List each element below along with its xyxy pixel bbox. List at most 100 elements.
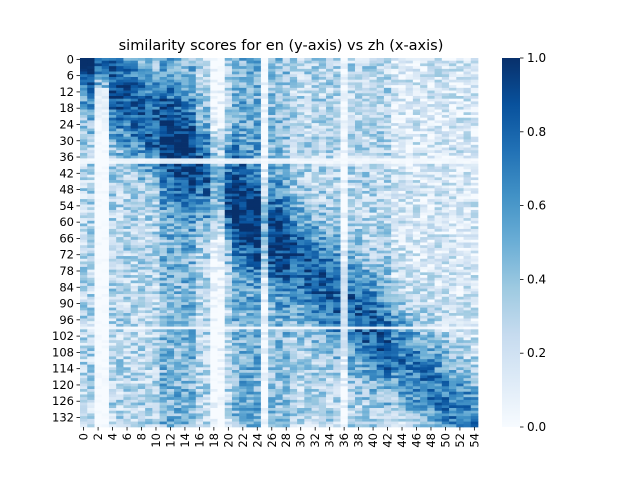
heatmap-cell [470,155,479,159]
heatmap-cell [282,212,291,216]
heatmap-cell [456,171,464,176]
heatmap-cell [195,201,204,205]
heatmap-cell [188,163,197,167]
heatmap-cell [116,155,124,159]
heatmap-cell [304,112,312,116]
heatmap-cell [441,152,450,157]
heatmap-cell [253,228,262,232]
heatmap-cell [94,128,103,132]
heatmap-cell [87,223,95,227]
heatmap-cell [449,231,457,235]
heatmap-cell [87,74,95,78]
heatmap-cell [318,234,327,238]
heatmap-cell [224,136,233,140]
heatmap-cell [282,253,291,257]
heatmap-cell [311,114,320,119]
heatmap-cell [239,71,247,75]
heatmap-cell [347,207,356,211]
heatmap-cell [326,66,334,70]
heatmap-cell [297,144,305,148]
heatmap-cell [463,123,472,127]
heatmap-cell [441,212,450,216]
heatmap-cell [145,106,153,110]
heatmap-cell [253,199,262,203]
heatmap-cell [253,112,262,116]
heatmap-cell [239,142,247,146]
heatmap-cell [145,142,153,146]
heatmap-cell [304,90,312,94]
heatmap-cell [108,131,117,135]
heatmap-cell [203,82,211,86]
heatmap-cell [441,283,450,287]
heatmap-cell [297,253,305,257]
heatmap-cell [116,163,124,167]
heatmap-cell [427,104,435,108]
heatmap-cell [224,125,233,129]
heatmap-cell [116,258,124,262]
heatmap-cell [260,68,269,72]
heatmap-cell [217,188,226,192]
heatmap-cell [318,93,327,97]
heatmap-cell [123,169,132,173]
heatmap-cell [326,277,334,281]
heatmap-cell [318,190,327,195]
heatmap-cell [383,277,392,281]
heatmap-cell [224,302,233,306]
heatmap-cell [354,139,363,143]
heatmap-cell [108,90,117,94]
heatmap-cell [123,253,132,257]
heatmap-cell [354,277,363,281]
heatmap-cell [304,104,312,108]
heatmap-cell [420,95,428,100]
heatmap-cell [159,125,168,129]
heatmap-cell [405,264,414,268]
heatmap-cell [420,60,428,64]
heatmap-cell [116,136,124,140]
heatmap-cell [354,180,363,184]
heatmap-cell [188,204,197,208]
heatmap-cell [239,133,247,138]
heatmap-cell [174,247,182,251]
heatmap-cell [159,266,168,270]
heatmap-cell [354,74,363,78]
heatmap-cell [130,133,139,138]
heatmap-cell [210,223,218,227]
heatmap-cell [398,185,406,189]
heatmap-cell [195,150,204,154]
heatmap-cell [203,150,211,154]
heatmap-cell [383,74,392,78]
heatmap-cell [188,212,197,216]
heatmap-cell [340,169,349,173]
heatmap-cell [253,253,262,257]
heatmap-cell [217,283,226,287]
heatmap-cell [326,79,334,83]
heatmap-cell [470,150,479,154]
heatmap-cell [449,285,457,289]
heatmap-cell [152,228,160,232]
heatmap-cell [333,106,341,110]
heatmap-cell [297,209,305,214]
heatmap-cell [203,117,211,121]
heatmap-cell [260,199,269,203]
heatmap-cell [297,161,305,165]
heatmap-cell [405,166,414,170]
heatmap-cell [94,87,103,91]
heatmap-cell [326,155,334,159]
heatmap-cell [311,285,320,289]
heatmap-cell [181,209,189,214]
heatmap-cell [318,237,327,241]
heatmap-cell [311,131,320,135]
heatmap-cell [318,228,327,232]
heatmap-cell [449,147,457,151]
heatmap-cell [260,242,269,246]
heatmap-cell [311,142,320,146]
heatmap-cell [297,120,305,124]
heatmap-cell [152,79,160,83]
heatmap-cell [123,133,132,138]
heatmap-cell [470,101,479,105]
heatmap-cell [253,166,262,170]
heatmap-cell [87,123,95,127]
heatmap-cell [80,163,88,167]
heatmap-cell [333,190,341,195]
heatmap-cell [297,258,305,262]
